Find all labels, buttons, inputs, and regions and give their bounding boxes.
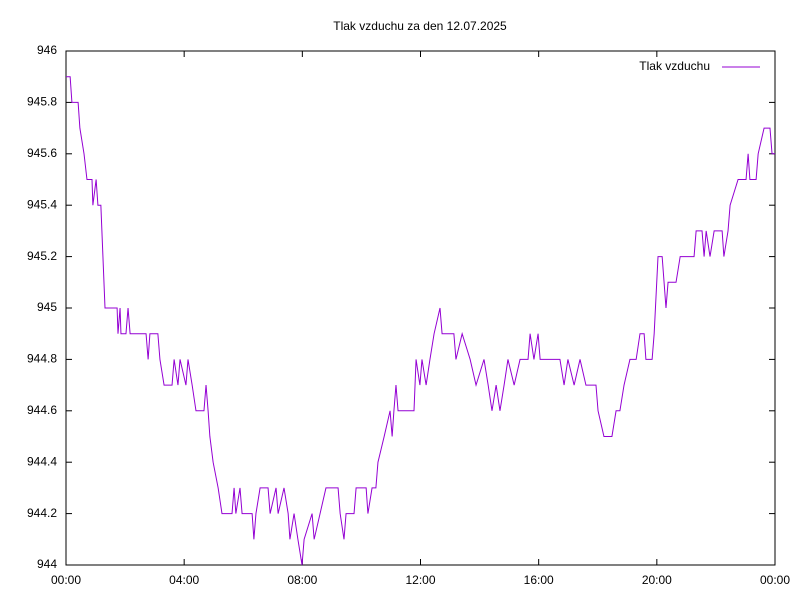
y-tick-label: 944.8 [27,352,57,366]
x-tick-label: 20:00 [642,573,672,587]
y-tick-label: 945.4 [27,197,57,211]
y-tick-label: 945.6 [27,146,57,160]
y-tick-label: 945.8 [27,95,57,109]
plot-border [65,50,776,566]
y-tick-label: 944 [37,557,57,571]
x-tick-label: 04:00 [169,573,199,587]
x-tick-label: 12:00 [405,573,435,587]
y-tick-label: 945 [37,300,57,314]
y-tick-label: 944.2 [27,506,57,520]
y-tick-label: 945.2 [27,249,57,263]
x-tick-label: 00:00 [760,573,790,587]
legend-label: Tlak vzduchu [639,59,710,73]
x-tick-label: 16:00 [524,573,554,587]
data-line [66,76,775,566]
y-tick-label: 944.6 [27,403,57,417]
x-tick-label: 08:00 [287,573,317,587]
chart-title: Tlak vzduchu za den 12.07.2025 [333,19,507,33]
y-tick-label: 946 [37,43,57,57]
y-tick-label: 944.4 [27,454,57,468]
x-tick-label: 00:00 [51,573,81,587]
